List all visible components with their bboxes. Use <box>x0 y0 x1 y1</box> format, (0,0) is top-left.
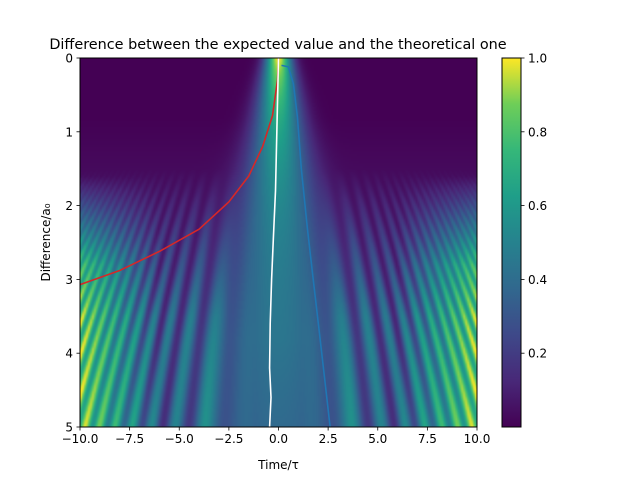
overlay-curves <box>80 58 331 427</box>
x-axis-label: Time/τ <box>257 458 299 472</box>
y-tick-label: 4 <box>65 347 73 361</box>
chart-title: Difference between the expected value an… <box>49 37 506 53</box>
y-tick-label: 2 <box>65 199 73 213</box>
colorbar-tick-label: 0.2 <box>528 347 547 361</box>
curve-2 <box>268 58 280 427</box>
x-axis: −10.0 −7.5 −5.0 −2.5 0.0 2.5 5.0 7.5 10.0 <box>62 427 491 446</box>
x-tick-label: −5.0 <box>165 432 194 446</box>
x-tick-label: −7.5 <box>115 432 144 446</box>
y-tick-label: 0 <box>65 52 73 66</box>
colorbar-ticks: 0.2 0.4 0.6 0.8 1.0 <box>521 52 547 361</box>
curve-1 <box>80 58 280 286</box>
y-axis: 0 1 2 3 4 5 <box>65 52 80 435</box>
colorbar-gradient <box>502 58 521 427</box>
curve-3 <box>281 64 331 427</box>
x-tick-label: −2.5 <box>214 432 243 446</box>
x-tick-label: 0.0 <box>269 432 288 446</box>
x-tick-label: 2.5 <box>319 432 338 446</box>
y-tick-label: 5 <box>65 421 73 435</box>
y-tick-label: 3 <box>65 273 73 287</box>
plot-area <box>79 57 478 428</box>
colorbar-tick-label: 0.6 <box>528 199 547 213</box>
colorbar-frame <box>501 57 522 428</box>
x-tick-label: 7.5 <box>418 432 437 446</box>
colorbar-tick-label: 1.0 <box>528 52 547 66</box>
x-tick-label: 5.0 <box>368 432 387 446</box>
y-axis-label: Difference/a₀ <box>39 203 53 281</box>
y-tick-label: 1 <box>65 125 73 139</box>
colorbar: 0.2 0.4 0.6 0.8 1.0 <box>501 52 547 428</box>
colorbar-tick-label: 0.4 <box>528 273 547 287</box>
colorbar-tick-label: 0.8 <box>528 125 547 139</box>
heatmap <box>80 58 477 427</box>
x-tick-label: 10.0 <box>464 432 491 446</box>
x-tick-label: −10.0 <box>62 432 99 446</box>
